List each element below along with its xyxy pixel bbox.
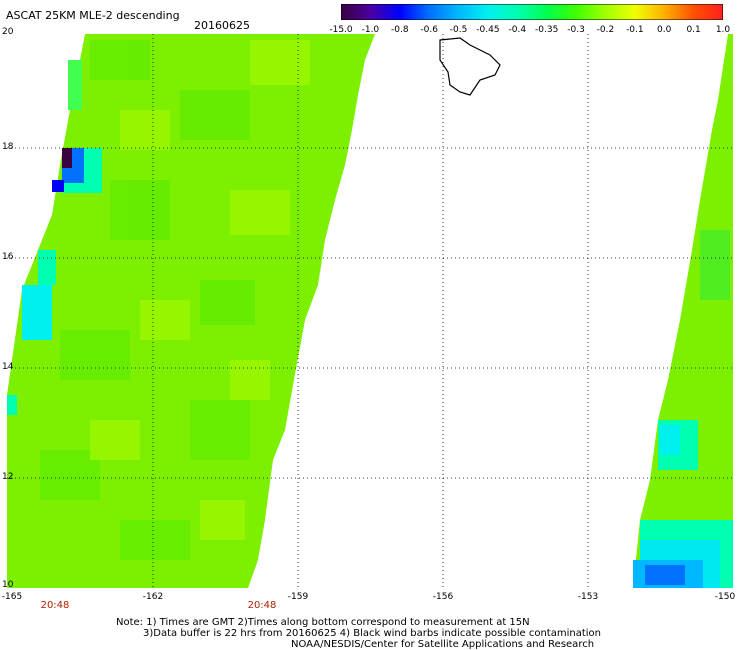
colorbar-tick-label: 0.0	[657, 25, 672, 35]
note-line-3: NOAA/NESDIS/Center for Satellite Applica…	[291, 639, 595, 650]
hawaii-coastline	[439, 37, 501, 96]
colorbar-tick-label: -1.0	[361, 25, 380, 35]
colorbar-tick-label: -0.5	[449, 25, 468, 35]
colorbar-tick-label: -0.8	[390, 25, 409, 35]
colorbar-tick-label: 1.0	[715, 25, 731, 35]
lon-label-162: -162	[142, 592, 164, 602]
colorbar-tick-label: -0.6	[420, 25, 438, 35]
west-swath-light	[90, 40, 310, 540]
lon-label-165: -165	[1, 592, 23, 602]
note-line-2: 3)Data buffer is 22 hrs from 20160625 4)…	[143, 628, 601, 639]
colorbar-tick-label: -0.35	[535, 25, 559, 35]
colorbar-tick-label: 0.1	[686, 25, 701, 35]
colorbar-tick-label: -0.4	[508, 25, 527, 35]
lon-label-159: -159	[287, 592, 309, 602]
east-swath	[633, 34, 733, 588]
lat-label-10: 10	[2, 580, 14, 590]
west-swath-variation	[40, 40, 255, 560]
west-swath-edge-cyan	[7, 60, 102, 415]
lat-label-16: 16	[2, 252, 14, 262]
colorbar-tick-label: -0.3	[567, 25, 585, 35]
note-line-1: Note: 1) Times are GMT 2)Times along bot…	[116, 617, 530, 628]
time-label-east: 20:48	[247, 600, 277, 611]
lat-label-14: 14	[2, 362, 14, 372]
lon-label-153: -153	[577, 592, 599, 602]
colorbar-tick-label: -0.2	[596, 25, 615, 35]
lat-label-20: 20	[2, 27, 14, 37]
colorbar-gradient	[341, 4, 723, 20]
lat-label-18: 18	[2, 142, 14, 152]
lat-label-12: 12	[2, 472, 14, 482]
colorbar-tick-label: -15.0	[329, 25, 353, 35]
east-swath-features	[633, 230, 733, 588]
chart-title: ASCAT 25KM MLE-2 descending	[6, 9, 180, 22]
lon-label-156: -156	[432, 592, 454, 602]
lon-label-150: -150	[714, 592, 736, 602]
colorbar-tick-label: -0.45	[476, 25, 500, 35]
colorbar	[341, 4, 723, 20]
gridlines	[7, 34, 733, 588]
colorbar-tick-label: -0.1	[626, 25, 644, 35]
chart-date: 20160625	[194, 19, 250, 32]
time-label-west: 20:48	[40, 600, 70, 611]
